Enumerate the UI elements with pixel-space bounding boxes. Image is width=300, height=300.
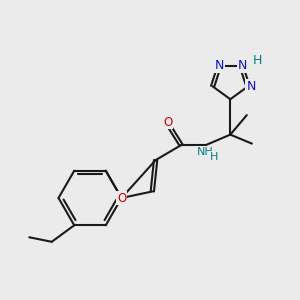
Text: NH: NH xyxy=(197,147,214,157)
Text: O: O xyxy=(117,191,126,205)
Text: H: H xyxy=(210,152,218,161)
Text: N: N xyxy=(238,59,247,72)
Text: N: N xyxy=(246,80,256,93)
Text: H: H xyxy=(253,54,262,67)
Text: O: O xyxy=(163,116,172,128)
Text: N: N xyxy=(215,59,224,72)
